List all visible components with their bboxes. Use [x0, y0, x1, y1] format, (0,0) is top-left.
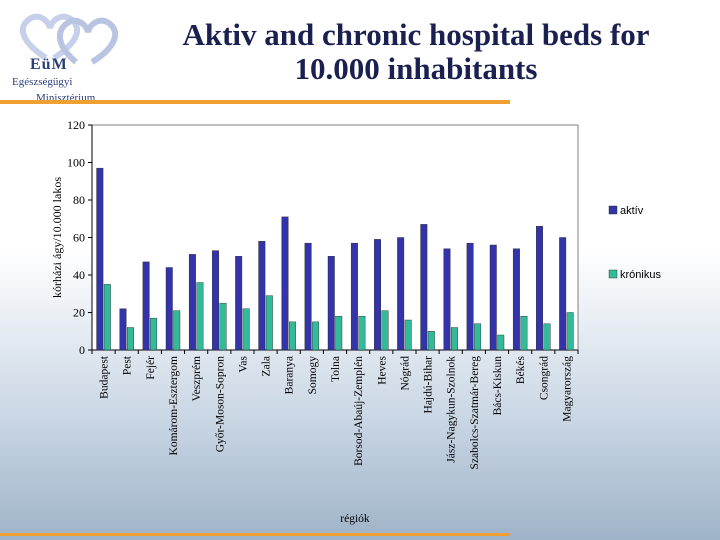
- x-tick-label: Baranya: [284, 356, 296, 394]
- bar-kronikus: [404, 319, 412, 351]
- bar-kronikus: [381, 310, 389, 351]
- y-tick-label: 40: [73, 268, 85, 282]
- bar-aktiv: [420, 224, 428, 351]
- bar-aktiv: [443, 248, 451, 351]
- bar-kronikus: [219, 302, 227, 351]
- x-tick-label: Nógrád: [399, 356, 411, 391]
- bar-kronikus: [103, 284, 111, 351]
- bar-kronikus: [566, 312, 574, 351]
- x-tick-label: Győr-Moson-Sopron: [214, 356, 226, 452]
- legend-swatch-aktiv: [608, 205, 618, 215]
- x-tick-label: Borsod-Abaúj-Zemplén: [353, 356, 365, 466]
- bar-kronikus: [312, 321, 320, 351]
- bar-kronikus: [474, 323, 482, 351]
- x-tick-label: Komárom-Esztergom: [168, 356, 180, 455]
- y-tick-label: 20: [73, 306, 85, 320]
- bar-aktiv: [142, 261, 150, 351]
- bar-aktiv: [212, 250, 219, 351]
- bar-kronikus: [520, 316, 528, 351]
- legend-label-kronikus: krónikus: [620, 269, 661, 281]
- page-title: Aktiv and chronic hospital beds for 10.0…: [136, 18, 696, 86]
- bar-kronikus: [335, 316, 343, 351]
- x-tick-label: Tolna: [330, 356, 342, 382]
- plot-area: [91, 124, 579, 351]
- logo-name-line: Egészségügyi: [12, 76, 73, 88]
- x-tick-label: Bács-Kiskun: [492, 356, 504, 416]
- y-tick-label: 100: [67, 156, 85, 170]
- bar-kronikus: [358, 316, 366, 351]
- bar-aktiv: [188, 254, 196, 351]
- x-tick-label: Pest: [122, 355, 134, 375]
- y-tick-label: 0: [79, 343, 85, 357]
- x-tick-label: Somogy: [307, 356, 319, 395]
- x-tick-label: Vas: [237, 355, 249, 372]
- logo-short-name: EüM: [30, 56, 68, 73]
- bar-aktiv: [327, 256, 335, 351]
- x-tick-label: Zala: [261, 356, 273, 376]
- bar-aktiv: [559, 237, 567, 351]
- y-axis-label: kórházi ágy/10.000 lakos: [50, 177, 64, 298]
- x-tick-label: Csongrád: [538, 356, 550, 400]
- bar-kronikus: [242, 308, 250, 351]
- title-line-1: Aktiv and chronic hospital beds for: [182, 17, 650, 52]
- x-tick-label: Szabolcs-Szatmár-Bereg: [469, 356, 481, 470]
- bar-kronikus: [150, 317, 158, 351]
- x-tick-label: Békés: [515, 355, 527, 384]
- bottom-divider: [0, 533, 510, 536]
- bar-aktiv: [350, 242, 358, 351]
- bar-aktiv: [397, 237, 405, 351]
- bar-kronikus: [173, 310, 181, 351]
- bar-aktiv: [165, 267, 173, 351]
- legend-label-aktiv: aktív: [620, 205, 644, 217]
- y-tick-label: 120: [67, 118, 85, 132]
- x-axis-label: régiók: [340, 513, 370, 525]
- bar-aktiv: [96, 167, 104, 351]
- bar-aktiv: [258, 241, 266, 351]
- bar-kronikus: [265, 295, 273, 351]
- heart-logo-icon: [19, 13, 119, 65]
- bar-aktiv: [466, 242, 474, 351]
- x-tick-label: Jász-Nagykun-Szolnok: [446, 356, 458, 463]
- bar-kronikus: [427, 331, 435, 351]
- x-tick-label: Veszprém: [191, 356, 203, 401]
- y-tick-label: 60: [73, 231, 85, 245]
- bar-aktiv: [374, 239, 381, 351]
- x-tick-label: Hajdú-Bihar: [423, 356, 435, 414]
- y-tick-label: 80: [73, 193, 85, 207]
- bar-kronikus: [196, 282, 204, 351]
- bar-aktiv: [512, 248, 520, 351]
- x-tick-label: Heves: [376, 355, 388, 384]
- bar-aktiv: [235, 256, 243, 351]
- bar-kronikus: [289, 321, 296, 351]
- bar-aktiv: [536, 226, 543, 351]
- bar-aktiv: [489, 244, 497, 351]
- bar-kronikus: [497, 334, 505, 351]
- title-line-2: 10.000 inhabitants: [294, 51, 538, 86]
- ministry-logo: EüM Egészségügyi Minisztérium: [6, 10, 136, 104]
- x-tick-label: Fejér: [145, 356, 157, 380]
- x-tick-label: Budapest: [99, 355, 111, 399]
- bar-kronikus: [543, 323, 551, 351]
- title-divider: [0, 100, 510, 104]
- legend-swatch-kronikus: [608, 269, 618, 279]
- bar-kronikus: [451, 327, 458, 351]
- bar-aktiv: [119, 308, 127, 351]
- bar-kronikus: [127, 327, 134, 351]
- x-tick-label: Magyarország: [561, 356, 573, 422]
- bar-aktiv: [281, 216, 289, 351]
- bar-aktiv: [304, 242, 312, 351]
